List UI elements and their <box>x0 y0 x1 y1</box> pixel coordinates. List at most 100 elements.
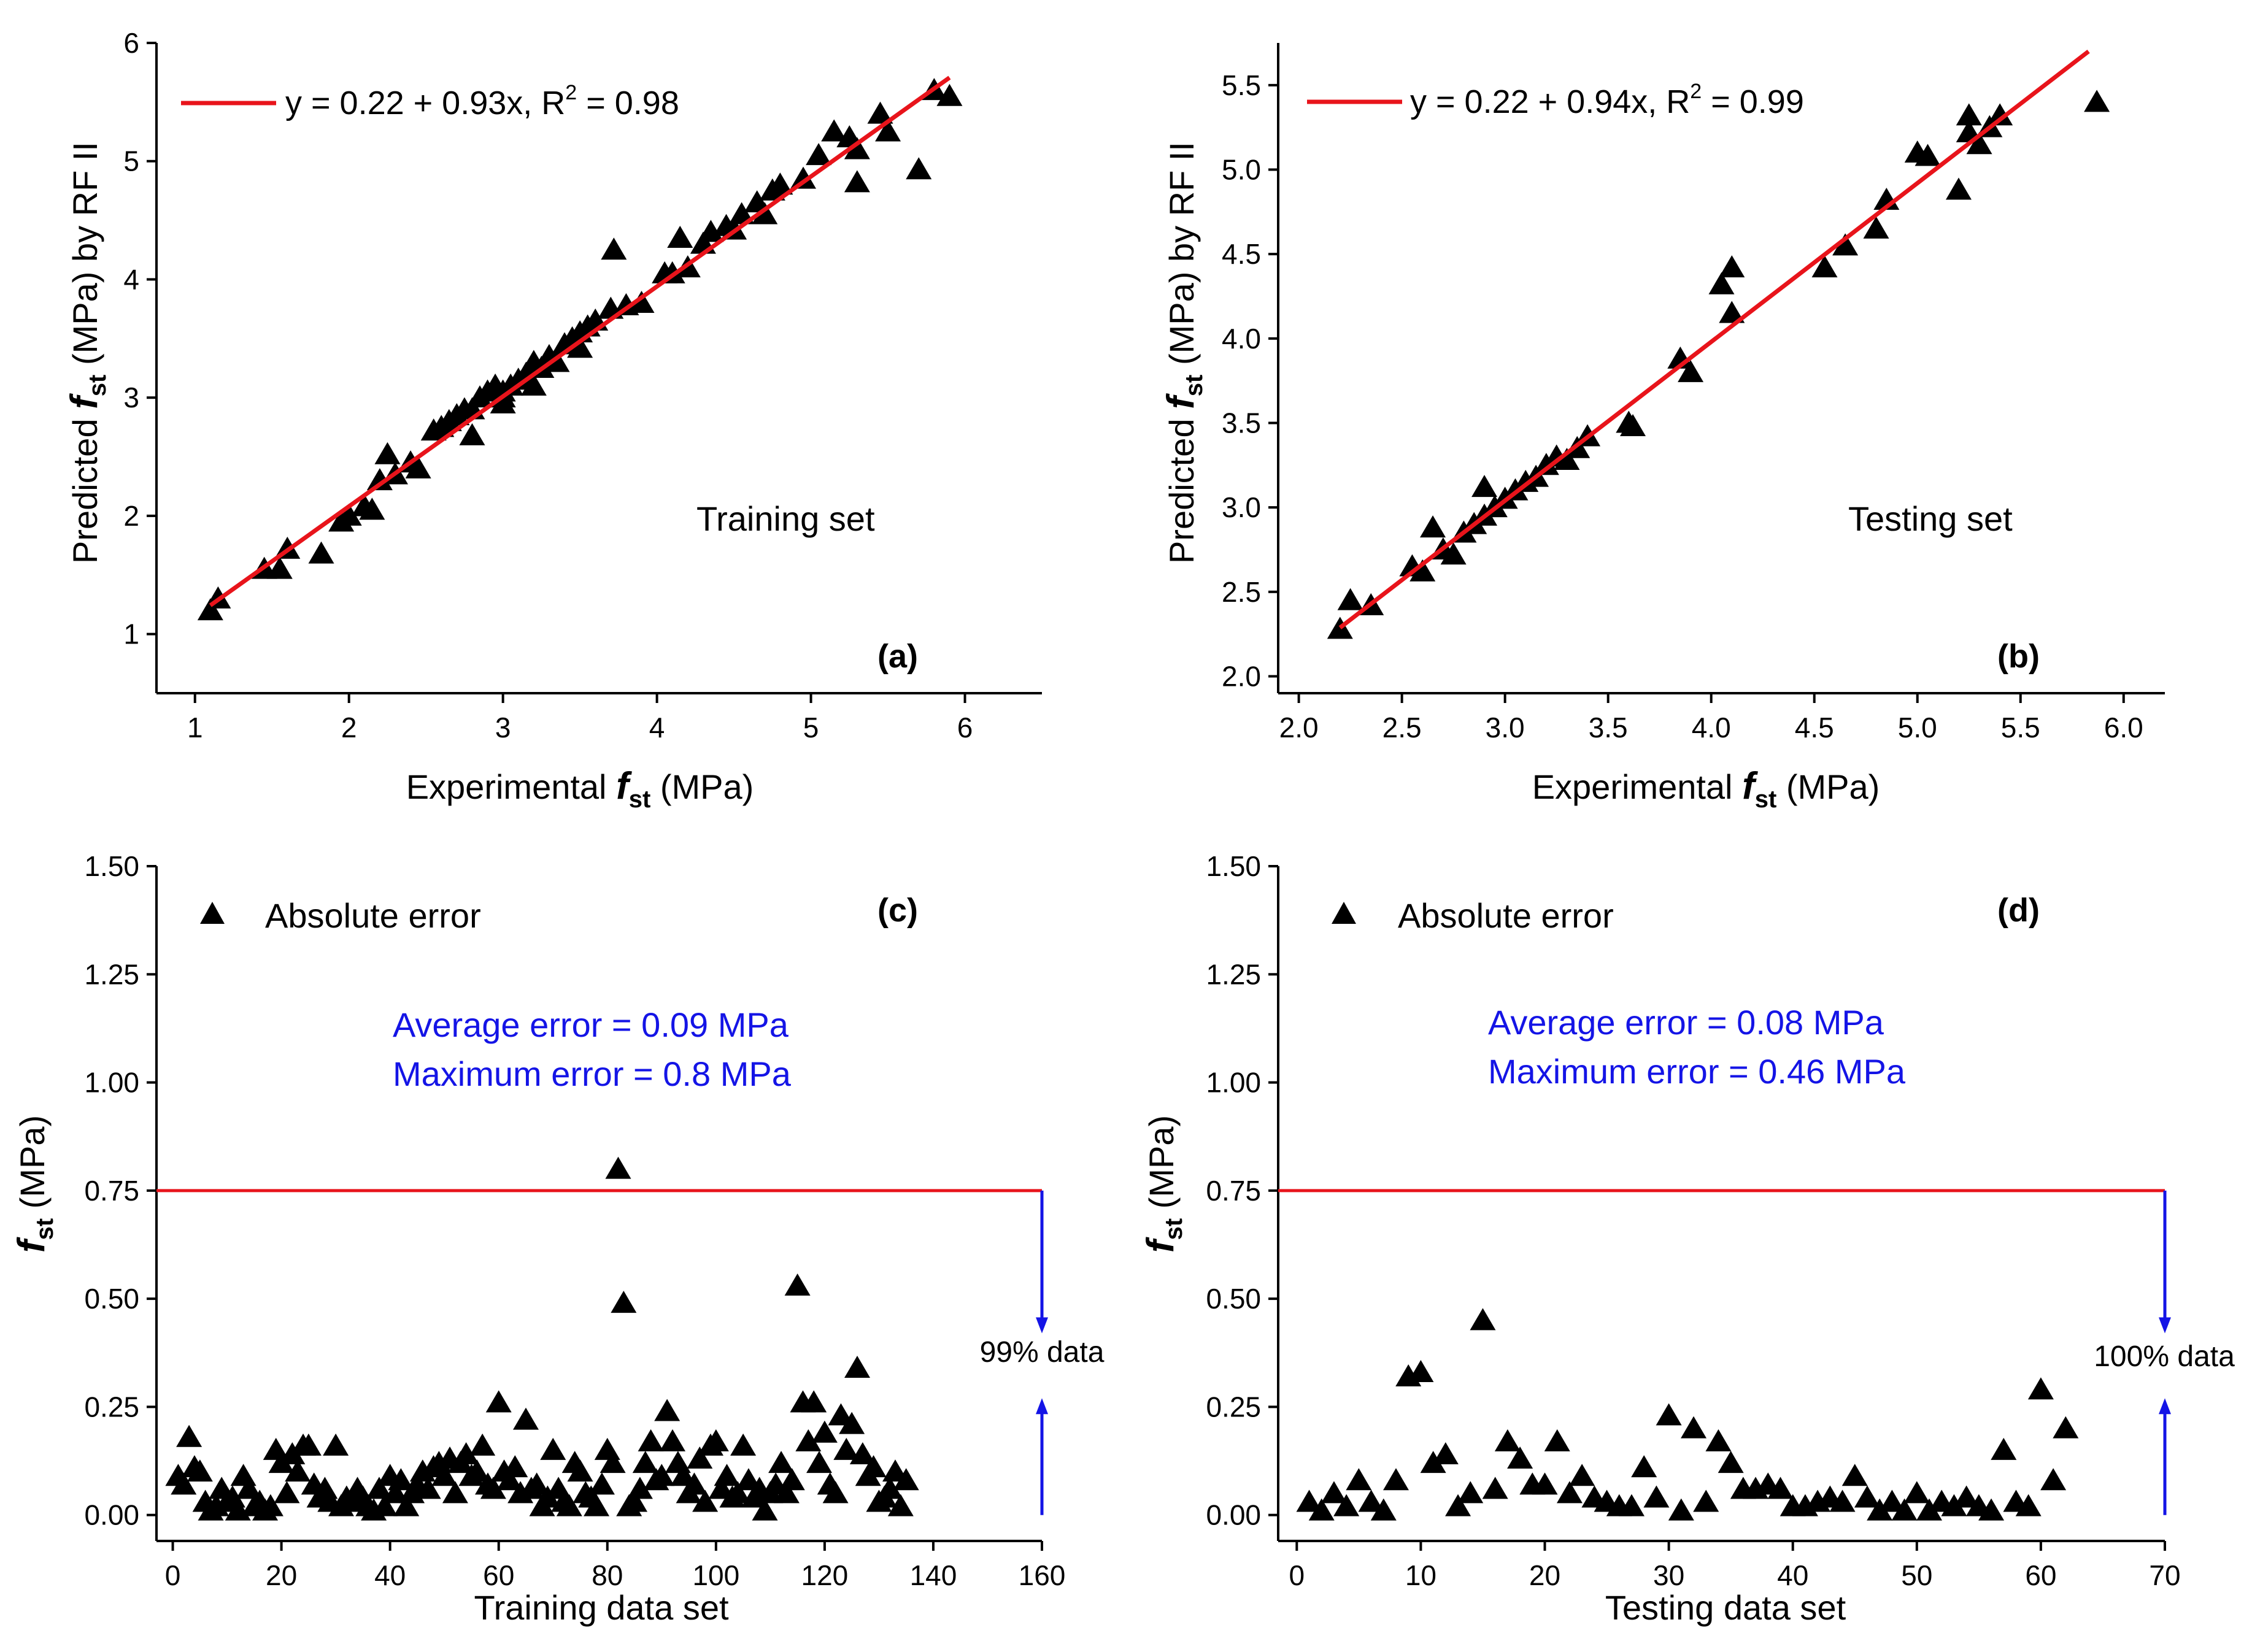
panel-c-plot: 0 20 40 60 80 100 120 140 160 0.00 0.25 0.50 0.75 1.0… <box>84 850 1065 1591</box>
data-point <box>844 170 870 193</box>
y-tick-label: 2 <box>123 500 139 532</box>
panel-c-legend-marker <box>200 902 225 924</box>
data-point <box>665 1451 691 1473</box>
data-point <box>1408 1360 1434 1382</box>
x-tick-label: 40 <box>1777 1559 1808 1591</box>
x-tick-label: 10 <box>1405 1559 1436 1591</box>
data-point <box>725 1481 751 1504</box>
data-point <box>605 1156 631 1179</box>
panel-a: 1 2 3 4 5 6 1 2 3 4 5 6 y = 0.22 + 0.93x, R2 = 0.98… <box>63 27 1042 813</box>
data-point <box>698 220 724 242</box>
x-tick-label: 4 <box>649 712 665 743</box>
data-point <box>1471 475 1498 498</box>
x-tick-label: 20 <box>1529 1559 1560 1591</box>
data-point <box>366 468 393 491</box>
data-point <box>638 1429 664 1451</box>
data-point <box>359 498 385 520</box>
data-point <box>584 1494 610 1516</box>
data-point <box>464 1459 490 1482</box>
data-point <box>790 166 817 189</box>
data-point <box>274 1481 300 1504</box>
data-point <box>773 1481 800 1504</box>
data-point <box>1569 1464 1595 1486</box>
data-point <box>442 1481 468 1504</box>
panel-a-annotation: Training set <box>696 499 875 538</box>
data-point <box>546 1477 572 1499</box>
data-point <box>480 1477 506 1499</box>
data-point <box>520 373 547 396</box>
y-tick-label: 0.25 <box>84 1391 139 1423</box>
y-tick-label: 1.50 <box>1206 850 1261 882</box>
panel-b-ylabel: Predicted fst (MPa) by RF II <box>1160 142 1208 564</box>
data-point <box>469 1433 496 1456</box>
data-point <box>821 119 847 142</box>
data-point <box>822 1481 849 1504</box>
data-point <box>2027 1377 2054 1400</box>
data-point <box>1863 216 1889 239</box>
data-point <box>567 1459 593 1482</box>
data-point <box>1494 1429 1521 1451</box>
x-tick-label: 5 <box>803 712 819 743</box>
down-arrow-head <box>2159 1317 2171 1334</box>
data-point <box>1337 588 1363 610</box>
data-point <box>2084 90 2110 112</box>
data-point <box>485 1390 512 1413</box>
panel-b-annotation: Testing set <box>1848 499 2013 538</box>
data-point <box>728 202 755 225</box>
data-point <box>336 503 362 526</box>
y-tick-label: 0.00 <box>84 1499 139 1531</box>
data-point <box>187 1459 213 1482</box>
data-point <box>601 237 627 260</box>
x-tick-label: 0 <box>165 1559 181 1591</box>
x-tick-label: 20 <box>266 1559 297 1591</box>
data-point <box>2053 1416 2079 1439</box>
data-point <box>1631 1455 1657 1478</box>
data-point <box>1668 1498 1694 1521</box>
panel-c-pct-label: 99% data <box>980 1336 1105 1369</box>
data-point <box>1556 1481 1583 1504</box>
data-point <box>171 1472 197 1495</box>
panel-d: 0 10 20 30 40 50 60 70 0.00 0.25 0.50 0.75 1.00 1.25 1… <box>1139 850 2235 1627</box>
data-point <box>1693 1489 1719 1512</box>
data-point <box>795 1429 822 1451</box>
data-point <box>1767 1477 1794 1499</box>
y-tick-label: 2.5 <box>1222 576 1261 608</box>
y-tick-label: 0.75 <box>84 1175 139 1207</box>
data-point <box>496 1468 523 1491</box>
panel-b-xlabel: Experimental fst (MPa) <box>1532 765 1880 813</box>
data-point <box>1420 515 1446 538</box>
data-point <box>257 1494 283 1516</box>
data-point <box>844 137 870 159</box>
data-point <box>285 1459 311 1482</box>
data-point <box>1618 1494 1645 1516</box>
panel-b-plot: 2.0 2.5 3.0 3.5 4.0 4.5 5.0 5.5 6.0 2.0 2.5 3.0 3.5 4… <box>1222 43 2165 743</box>
data-point <box>1457 1481 1484 1504</box>
data-point <box>393 1494 420 1516</box>
data-point <box>556 1494 582 1516</box>
panel-d-plot: 0 10 20 30 40 50 60 70 0.00 0.25 0.50 0.75 1.00 1.25 1… <box>1206 850 2180 1591</box>
y-tick-label: 0.25 <box>1206 1391 1261 1423</box>
y-tick-label: 4.0 <box>1222 323 1261 355</box>
data-point <box>1708 272 1735 294</box>
data-point <box>1718 1451 1744 1473</box>
data-point <box>1445 1494 1471 1516</box>
data-point <box>1841 1464 1868 1486</box>
data-point <box>1432 1442 1459 1464</box>
y-tick-label: 0.50 <box>1206 1283 1261 1315</box>
data-point <box>1966 132 1992 155</box>
x-tick-label: 3 <box>495 712 511 743</box>
data-point <box>1854 1485 1880 1508</box>
data-point <box>490 391 516 413</box>
y-tick-label: 1.25 <box>84 958 139 990</box>
data-point <box>877 1477 903 1499</box>
up-arrow-head <box>2159 1398 2171 1415</box>
data-point <box>714 1464 740 1486</box>
data-point <box>611 1291 637 1313</box>
data-point <box>806 143 832 166</box>
data-point <box>382 1481 409 1504</box>
data-point <box>453 1442 479 1464</box>
data-point <box>1987 103 2013 126</box>
panel-a-ylabel: Predicted fst (MPa) by RF II <box>63 142 111 564</box>
data-point <box>388 1468 414 1491</box>
